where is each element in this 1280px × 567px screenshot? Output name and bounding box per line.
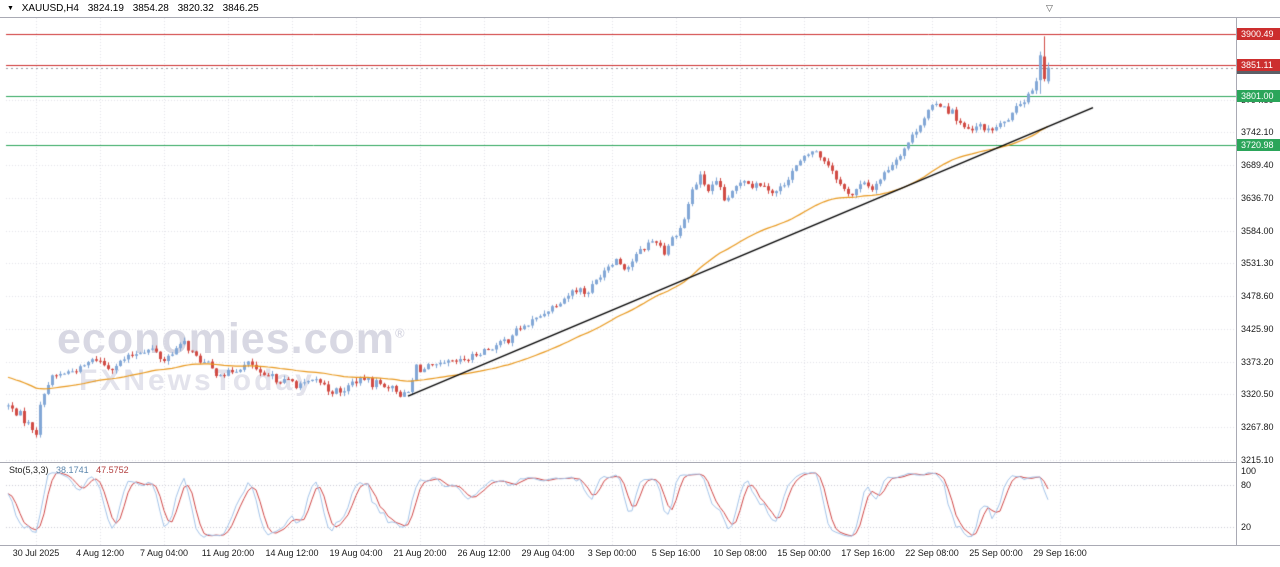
x-axis-date-label: 17 Sep 16:00 (841, 548, 895, 558)
y-axis-tick: 3531.30 (1241, 258, 1274, 268)
ohlc-close-value: 3846.25 (222, 3, 259, 14)
stochastic-d-value: 47.5752 (96, 465, 129, 475)
ohlc-low-value: 3820.32 (177, 3, 214, 14)
chart-header: ▼ XAUUSD,H4 3824.19 3854.28 3820.32 3846… (7, 3, 259, 14)
y-axis-tick: 3425.90 (1241, 324, 1274, 334)
support-price-badge: 3720.98 (1237, 139, 1280, 151)
x-axis-date-label: 4 Aug 12:00 (75, 548, 125, 558)
y-axis-tick: 3478.60 (1241, 291, 1274, 301)
stochastic-axis-tick: 20 (1241, 522, 1252, 532)
ohlc-high-value: 3854.28 (132, 3, 169, 14)
x-axis-date-label: 25 Sep 00:00 (969, 548, 1023, 558)
resistance-price-badge: 3900.49 (1237, 28, 1280, 40)
stochastic-indicator-label: Sto(5,3,3) 38.1741 47.5752 (9, 465, 129, 475)
symbol-dropdown-icon[interactable]: ▼ (7, 5, 14, 12)
x-axis-date-label: 14 Aug 12:00 (265, 548, 319, 558)
x-axis-date-label: 29 Aug 04:00 (521, 548, 575, 558)
x-axis-date-label: 15 Sep 00:00 (777, 548, 831, 558)
stochastic-axis-tick: 80 (1241, 480, 1252, 490)
x-axis-date-label: 5 Sep 16:00 (651, 548, 701, 558)
stochastic-axis-tick: 100 (1241, 466, 1257, 476)
resistance-price-badge: 3851.11 (1237, 59, 1280, 71)
y-axis-tick: 3373.20 (1241, 357, 1274, 367)
support-price-badge: 3801.00 (1237, 90, 1280, 102)
x-axis-date-label: 19 Aug 04:00 (329, 548, 383, 558)
x-axis-date-label: 26 Aug 12:00 (457, 548, 511, 558)
ohlc-open-value: 3824.19 (87, 3, 124, 14)
time-axis-border (0, 545, 1280, 546)
indicator-panel-splitter[interactable] (0, 462, 1236, 463)
chart-shift-marker-icon[interactable]: ▽ (1046, 3, 1053, 13)
stochastic-k-value: 38.1741 (56, 465, 89, 475)
y-axis-tick: 3320.50 (1241, 389, 1274, 399)
price-scale-border (1236, 17, 1237, 545)
y-axis-tick: 3689.40 (1241, 160, 1274, 170)
x-axis-date-label: 3 Sep 00:00 (587, 548, 637, 558)
x-axis-date-label: 30 Jul 2025 (12, 548, 60, 558)
y-axis-tick: 3584.00 (1241, 226, 1274, 236)
price-scale[interactable]: 3794.803742.103689.403636.703584.003531.… (1237, 17, 1280, 545)
x-axis-date-label: 10 Sep 08:00 (713, 548, 767, 558)
x-axis-date-label: 29 Sep 16:00 (1033, 548, 1087, 558)
time-scale[interactable]: 30 Jul 2025 4 Aug 12:00 7 Aug 04:00 11 Aug … (0, 546, 1236, 566)
x-axis-date-label: 7 Aug 04:00 (139, 548, 189, 558)
x-axis-date-label: 21 Aug 20:00 (393, 548, 447, 558)
y-axis-tick: 3215.10 (1241, 455, 1274, 465)
x-axis-date-label: 11 Aug 20:00 (201, 548, 255, 558)
y-axis-tick: 3267.80 (1241, 422, 1274, 432)
symbol-timeframe-label: XAUUSD,H4 (21, 3, 79, 14)
stochastic-name: Sto(5,3,3) (9, 465, 49, 475)
y-axis-tick: 3636.70 (1241, 193, 1274, 203)
x-axis-date-label: 22 Sep 08:00 (905, 548, 959, 558)
chart-top-border (0, 17, 1280, 18)
y-axis-tick: 3742.10 (1241, 127, 1274, 137)
